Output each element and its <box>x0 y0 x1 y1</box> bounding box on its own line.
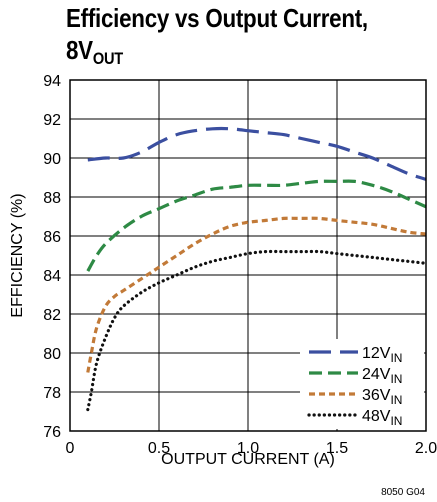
legend-label-sub: IN <box>390 414 402 428</box>
legend-label-sub: IN <box>390 372 402 386</box>
chart-title: Efficiency vs Output Current, 8VOUT <box>66 2 368 68</box>
y-tick-label: 90 <box>43 151 61 168</box>
y-tick-label: 92 <box>43 112 61 129</box>
y-tick-label: 84 <box>43 268 61 285</box>
y-tick-label: 76 <box>43 424 61 441</box>
legend-label-main: 36V <box>362 387 391 404</box>
x-tick-label: 0.5 <box>148 440 170 457</box>
legend-label: 24VIN <box>362 366 402 386</box>
legend-label-main: 48V <box>362 408 391 425</box>
x-axis-label: OUTPUT CURRENT (A) <box>161 451 335 468</box>
x-tick-label: 2.0 <box>415 440 437 457</box>
chart-title-line2: 8VOUT <box>66 34 368 68</box>
y-tick-label: 88 <box>43 190 61 207</box>
y-tick-label: 94 <box>43 73 61 90</box>
y-tick-label: 78 <box>43 385 61 402</box>
legend-label-sub: IN <box>390 393 402 407</box>
series-line-24v <box>86 179 427 272</box>
legend-label: 48VIN <box>362 408 402 428</box>
y-tick-label: 80 <box>43 346 61 363</box>
x-tick-label: 1.5 <box>326 440 348 457</box>
y-tick-label: 82 <box>43 307 61 324</box>
legend-background <box>300 339 424 429</box>
y-axis-label: EFFICIENCY (%) <box>9 193 26 317</box>
figure-code: 8050 G04 <box>381 487 425 498</box>
series-layer <box>86 126 428 412</box>
chart-title-line2-main: 8V <box>66 35 93 65</box>
chart-title-line2-sub: OUT <box>92 49 123 68</box>
x-tick-labels: 0 0.5 1.0 1.5 2.0 <box>66 440 437 457</box>
x-tick-label: 1.0 <box>237 440 259 457</box>
series-line-12v <box>87 126 427 181</box>
y-tick-label: 86 <box>43 229 61 246</box>
legend-label-sub: IN <box>390 351 402 365</box>
plot-frame <box>69 79 427 432</box>
legend-label-main: 12V <box>362 345 391 362</box>
chart-title-line1: Efficiency vs Output Current, <box>66 3 368 33</box>
legend-label: 12VIN <box>362 345 402 365</box>
x-tick-label: 0 <box>66 440 75 457</box>
series-line-48v <box>86 249 428 412</box>
y-tick-labels: 76 78 80 82 84 86 88 90 92 94 <box>43 73 61 441</box>
legend-label-main: 24V <box>362 366 391 383</box>
legend-label: 36VIN <box>362 387 402 407</box>
